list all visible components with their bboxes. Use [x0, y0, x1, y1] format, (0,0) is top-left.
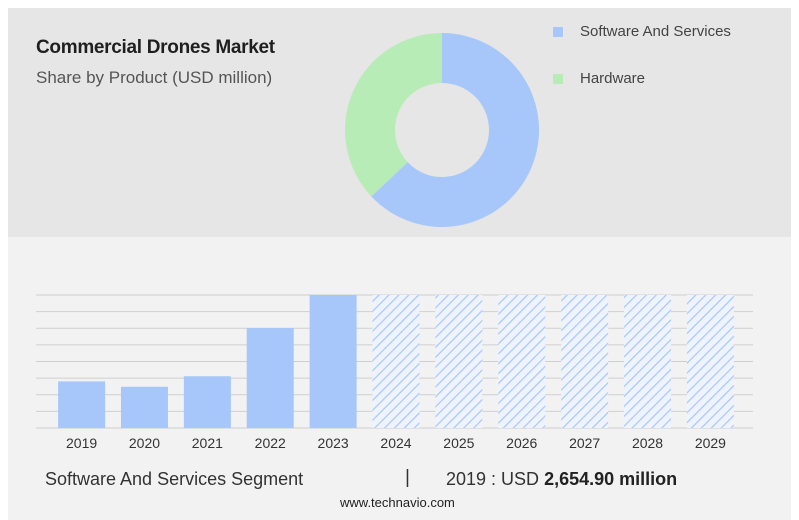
- x-tick-label: 2019: [66, 435, 97, 451]
- footer-segment-label: Software And Services Segment: [45, 469, 304, 489]
- footer-separator: |: [405, 467, 410, 488]
- bar-2022: [246, 327, 294, 428]
- bar-2025: [435, 295, 483, 428]
- donut-slice-hardware: [345, 32, 442, 197]
- x-axis-ticks: 2019 2020 2021 2022 2023 2024 2025 2026 2027 2028…: [66, 435, 726, 451]
- x-tick-label: 2025: [443, 435, 474, 451]
- bar-2024: [372, 295, 420, 428]
- legend-item-software: Software And Services: [553, 23, 731, 40]
- donut-slice-software-and-services: [371, 33, 539, 227]
- x-tick-label: 2020: [129, 435, 160, 451]
- footer-year-prefix: 2019 : USD: [446, 469, 540, 489]
- legend-item-hardware: Hardware: [553, 70, 645, 87]
- footer-value: 2019 : USD 2,654.90 million: [446, 469, 677, 490]
- bar-2020: [120, 386, 168, 428]
- x-tick-label: 2029: [695, 435, 726, 451]
- bar-series: [58, 295, 734, 428]
- bar-2019: [58, 381, 106, 428]
- x-tick-label: 2024: [380, 435, 411, 451]
- x-tick-label: 2021: [192, 435, 223, 451]
- chart-title: Commercial Drones Market: [36, 37, 275, 58]
- x-tick-label: 2027: [569, 435, 600, 451]
- bar-2026: [498, 295, 546, 428]
- bar-2023: [309, 295, 357, 428]
- x-tick-label: 2023: [318, 435, 349, 451]
- chart-subtitle: Share by Product (USD million): [36, 68, 273, 87]
- footer-value-amount: 2,654.90 million: [544, 469, 678, 489]
- legend-swatch-software: [553, 26, 563, 37]
- legend-label-hardware: Hardware: [580, 70, 646, 87]
- x-tick-label: 2026: [506, 435, 537, 451]
- legend-label-software: Software And Services: [580, 23, 731, 40]
- x-tick-label: 2022: [255, 435, 286, 451]
- bar-2028: [624, 295, 672, 428]
- bar-2021: [183, 376, 231, 428]
- bar-2027: [561, 295, 609, 428]
- legend-swatch-hardware: [553, 73, 563, 84]
- bar-2029: [686, 295, 734, 428]
- source-link[interactable]: www.technavio.com: [340, 495, 455, 510]
- x-tick-label: 2028: [632, 435, 663, 451]
